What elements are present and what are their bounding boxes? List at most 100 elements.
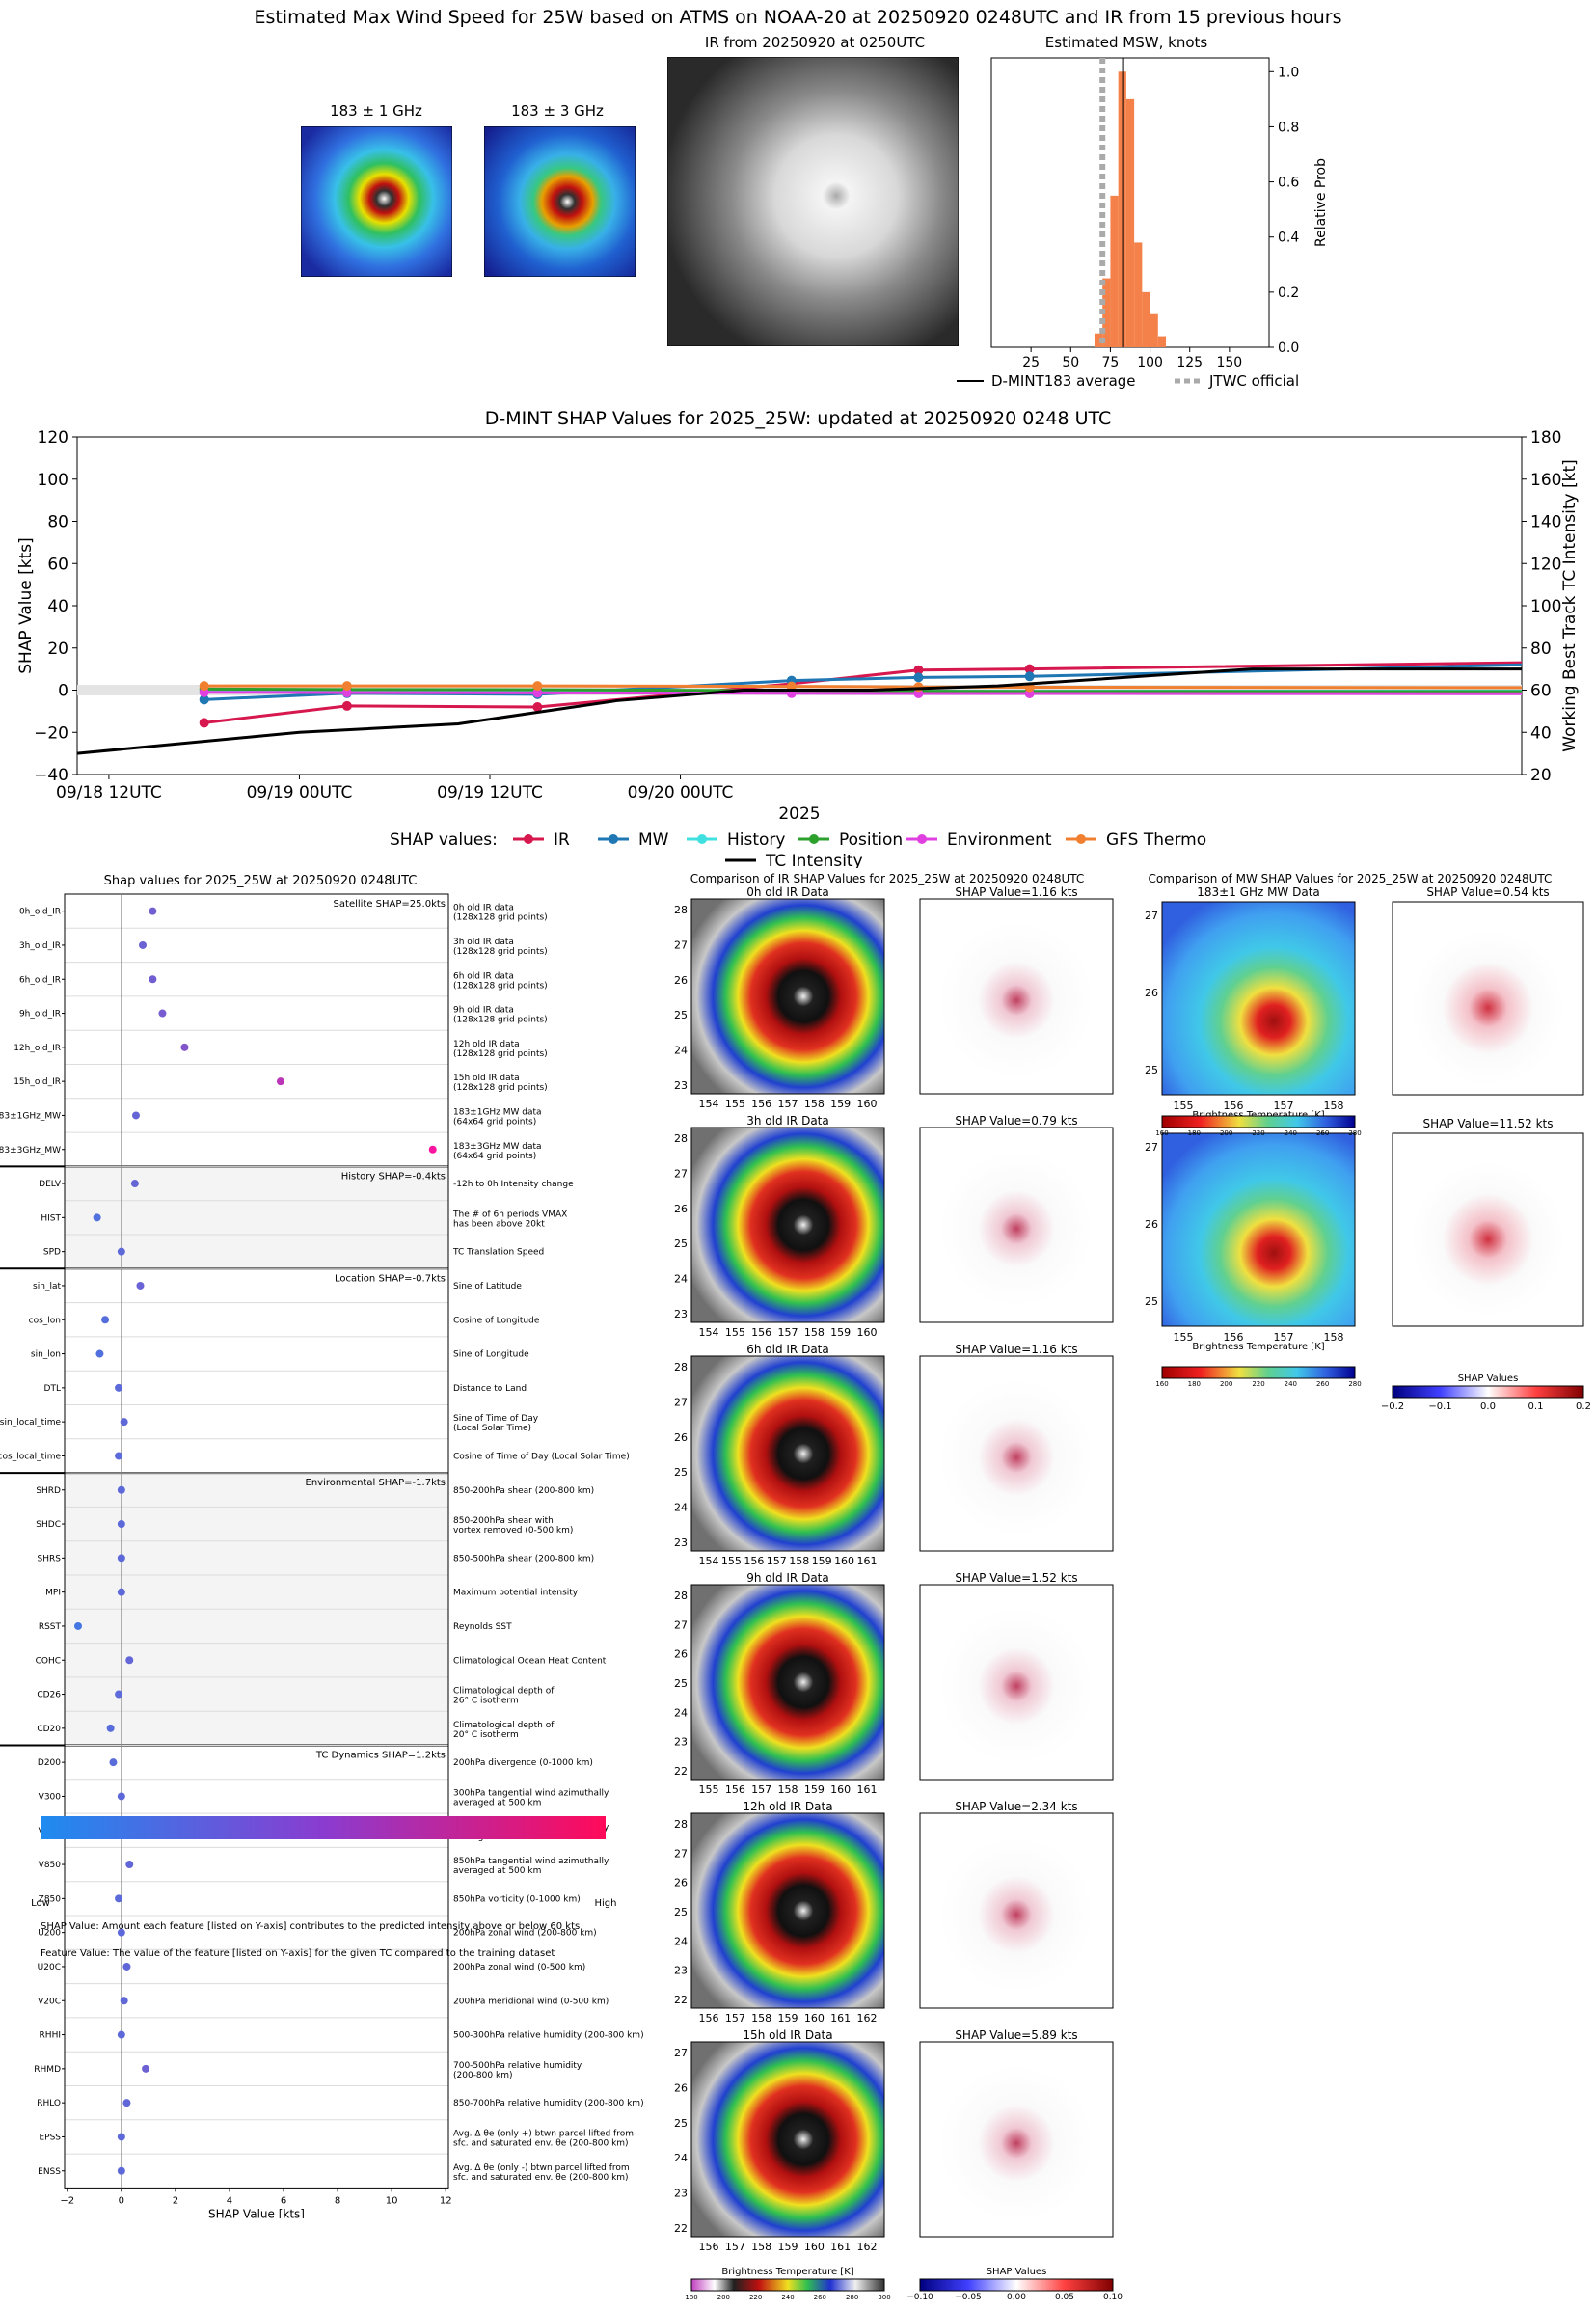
legend-label: IR <box>554 830 570 850</box>
ir-xtick-label: 158 <box>804 1326 825 1339</box>
feature-desc: 12h old IR data <box>453 1040 520 1049</box>
ir-ytick-label: 27 <box>674 1167 688 1180</box>
series-point <box>199 718 209 728</box>
feature-desc: Distance to Land <box>453 1384 527 1394</box>
series-line-tc-intensity <box>76 667 1522 755</box>
mw-cb-tick: 240 <box>1285 1380 1297 1388</box>
ir-shap-cb-tick: 0.10 <box>1103 2293 1123 2300</box>
ir-xtick-label: 161 <box>857 1783 878 1796</box>
feature-name: V850 <box>39 1861 62 1870</box>
mw1-title: 183 ± 1 GHz <box>330 102 422 120</box>
ir-ytick-label: 23 <box>674 1965 688 1977</box>
ir-panel-label: 12h old IR Data <box>743 1800 832 1813</box>
feature-point <box>101 1316 110 1324</box>
ir-ytick-label: 28 <box>674 1132 688 1145</box>
feature-name: MPI <box>45 1589 61 1598</box>
feature-desc: has been above 20kt <box>453 1219 545 1229</box>
hist-ytick-label: 1.0 <box>1278 65 1299 80</box>
feature-name: DTL <box>44 1384 61 1394</box>
ir-xtick-label: 158 <box>789 1555 809 1567</box>
feature-point <box>428 1145 437 1154</box>
mw-cb-tick: 180 <box>1188 1129 1201 1137</box>
ir-panel-label: 15h old IR Data <box>743 2028 832 2042</box>
mw-shap-image <box>1392 901 1584 1096</box>
timeseries-title: D-MINT SHAP Values for 2025_25W: updated… <box>484 408 1112 429</box>
mw-cb-tick: 200 <box>1220 1380 1232 1388</box>
hist-ytick-label: 0.4 <box>1278 231 1299 246</box>
feature-desc: 6h old IR data <box>453 971 514 981</box>
ir-xtick-label: 159 <box>812 1555 832 1567</box>
feature-name: CD26 <box>37 1691 61 1700</box>
ts-ytick-right-label: 160 <box>1530 471 1561 490</box>
ir-xtick-label: 154 <box>699 1326 719 1339</box>
hist-bar <box>1110 195 1119 347</box>
ir-ytick-label: 24 <box>674 1045 688 1057</box>
feature-desc: 0h old IR data <box>453 904 514 913</box>
hist-xtick-label: 75 <box>1102 355 1120 370</box>
ir-ytick-label: 26 <box>674 1877 688 1890</box>
feature-desc: (128x128 grid points) <box>453 1083 548 1093</box>
feature-point <box>115 1690 123 1699</box>
mw-cb-tick: 220 <box>1252 1380 1264 1388</box>
ir-ytick-label: 26 <box>674 1431 688 1444</box>
ir-xtick-label: 158 <box>751 2241 771 2253</box>
feature-desc: (64x64 grid points) <box>453 1152 536 1161</box>
feature-desc: averaged at 500 km <box>453 1798 541 1808</box>
feature-desc: 183±1GHz MW data <box>453 1107 542 1117</box>
feature-name: U200 <box>38 1929 61 1939</box>
hist-xtick-label: 150 <box>1216 355 1242 370</box>
ir-ytick-label: 26 <box>674 2081 688 2094</box>
ir-xtick-label: 155 <box>725 1098 745 1110</box>
feature-name: ENSS <box>38 2167 61 2177</box>
hist-ytick-label: 0.8 <box>1278 120 1299 135</box>
ts-ytick-label: −40 <box>34 766 68 785</box>
feature-desc: (200-800 km) <box>453 2071 512 2080</box>
ir-xtick-label: 159 <box>804 1783 825 1796</box>
ir-ytick-label: 22 <box>674 2222 688 2235</box>
feature-point <box>117 1928 125 1937</box>
ir-ytick-label: 25 <box>674 1677 688 1690</box>
feature-desc: Climatological Ocean Heat Content <box>453 1656 607 1666</box>
feature-desc: 3h old IR data <box>453 938 514 947</box>
ts-frame <box>76 436 1523 775</box>
shap-xlabel: SHAP Value [kts] <box>208 2207 305 2218</box>
ir-colorbar <box>690 2278 885 2292</box>
feature-name: RSST <box>39 1622 62 1632</box>
feature-name: cos_local_time <box>0 1452 61 1461</box>
mw-cb-tick: 180 <box>1188 1380 1201 1388</box>
feature-desc: (128x128 grid points) <box>453 913 548 923</box>
ir-shap-cb-label: SHAP Values <box>987 2267 1047 2277</box>
feature-name: 6h_old_IR <box>19 975 61 985</box>
ir-ytick-label: 27 <box>674 1618 688 1631</box>
series-point <box>1024 664 1035 674</box>
feature-point <box>122 1962 131 1971</box>
mw-ytick-label: 25 <box>1145 1295 1158 1308</box>
ir-ytick-label: 28 <box>674 1818 688 1831</box>
feature-point <box>139 940 148 949</box>
mw-ytick-label: 27 <box>1145 1141 1158 1154</box>
shap-frame <box>64 893 449 2189</box>
ir-ytick-label: 27 <box>674 1396 688 1408</box>
ts-ytick-right-label: 180 <box>1530 428 1561 448</box>
feature-point <box>125 1861 134 1869</box>
ir-ytick-label: 25 <box>674 1009 688 1021</box>
legend-label: History <box>727 830 785 850</box>
ts-xtick-label: 09/18 12UTC <box>56 783 162 802</box>
ir-xtick-label: 160 <box>830 1783 851 1796</box>
hist-ylabel: Relative Prob <box>1313 158 1329 247</box>
ir-ytick-label: 28 <box>674 1590 688 1602</box>
ir-ytick-label: 27 <box>674 2047 688 2059</box>
feature-point <box>117 1247 125 1256</box>
hist-bar <box>1102 278 1111 347</box>
ir-xtick-label: 156 <box>751 1326 771 1339</box>
mw-cb-tick: 220 <box>1252 1129 1264 1137</box>
feature-name: Z850 <box>39 1894 62 1904</box>
feature-name: DELV <box>39 1180 62 1189</box>
series-point <box>199 694 209 705</box>
mw-xtick-label: 157 <box>1274 1331 1294 1344</box>
ir-panel-image <box>690 1812 885 2009</box>
ir-xtick-label: 156 <box>699 2012 719 2025</box>
mw-xtick-label: 156 <box>1224 1100 1244 1112</box>
ir-xtick-label: 162 <box>857 2012 878 2025</box>
